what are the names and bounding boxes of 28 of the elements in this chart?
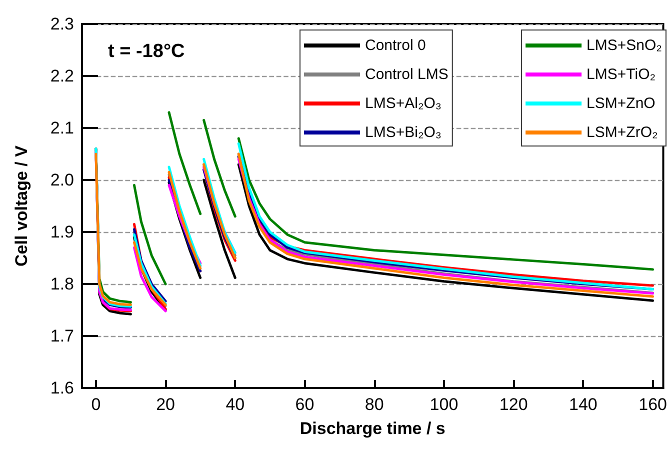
y-axis-title: Cell voltage / V (12, 144, 31, 266)
legend-label: LSM+ZnO (586, 95, 656, 112)
legend-label: LMS+TiO₂ (586, 66, 656, 83)
y-tick-label: 1.6 (50, 378, 74, 398)
x-axis-title: Discharge time / s (300, 419, 446, 438)
x-tick-label: 80 (364, 395, 384, 414)
legend-label: LMS+Al₂O₃ (365, 95, 442, 112)
legend-label: LMS+SnO₂ (586, 37, 662, 54)
x-tick-label: 40 (226, 395, 245, 414)
y-tick-label: 2.0 (50, 170, 74, 190)
y-tick-label: 2.1 (50, 118, 74, 138)
legend-label: LMS+Bi₂O₃ (365, 124, 442, 141)
legend-label: Control 0 (365, 37, 426, 54)
x-tick-label: 140 (569, 395, 598, 414)
y-tick-label: 1.9 (50, 222, 74, 242)
y-tick-label: 2.3 (50, 14, 74, 34)
y-tick-label: 1.7 (50, 326, 74, 346)
x-tick-label: 100 (430, 395, 458, 414)
x-tick-label: 20 (156, 395, 175, 414)
x-tick-label: 120 (499, 395, 528, 414)
x-tick-label: 160 (638, 395, 668, 414)
legend-label: LSM+ZrO₂ (586, 124, 658, 141)
x-tick-label: 0 (91, 395, 101, 414)
legend-label: Control LMS (365, 66, 448, 83)
y-tick-label: 1.8 (50, 274, 74, 294)
y-tick-label: 2.2 (50, 66, 74, 86)
annotation: t = -18°C (108, 41, 186, 62)
x-tick-label: 60 (295, 395, 314, 414)
